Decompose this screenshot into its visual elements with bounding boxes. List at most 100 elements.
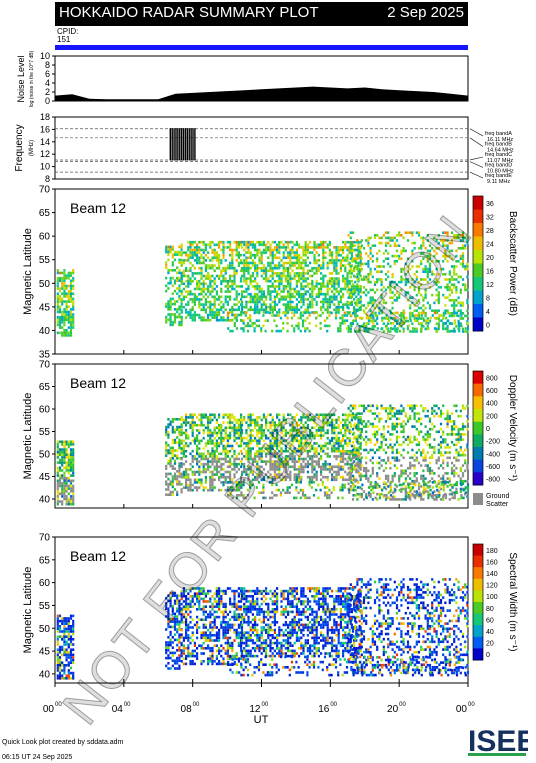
scatter-cell [200, 413, 203, 417]
scatter-cell [331, 256, 334, 260]
scatter-cell [204, 246, 207, 249]
scatter-cell [376, 407, 379, 410]
noise-ytick-label: 8 [45, 60, 50, 70]
scatter-cell [298, 468, 301, 471]
scatter-cell [173, 428, 177, 431]
scatter-cell [331, 261, 334, 265]
scatter-cell [247, 439, 250, 443]
scatter-cell [358, 247, 361, 250]
scatter-cell [306, 256, 309, 260]
scatter-cell [302, 277, 305, 280]
scatter-cell [246, 322, 250, 325]
scatter-cell [198, 455, 201, 458]
scatter-cell [300, 305, 303, 309]
scatter-cell [291, 251, 294, 254]
scatter-cell [171, 480, 174, 483]
scatter-cell [58, 287, 62, 290]
frequency-ytick-label: 12 [40, 149, 50, 159]
scatter-cell [258, 243, 261, 247]
scatter-cell [422, 296, 425, 299]
scatter-cell [460, 324, 463, 328]
scatter-cell [271, 314, 274, 317]
scatter-cell [376, 472, 379, 475]
scatter-cell [306, 449, 309, 453]
scatter-cell [446, 244, 449, 247]
scatter-cell [289, 470, 292, 474]
scatter-cell [211, 455, 214, 458]
scatter-cell [61, 326, 64, 329]
scatter-cell [389, 482, 392, 486]
scatter-cell [455, 265, 458, 268]
scatter-cell [291, 246, 294, 249]
scatter-cell [347, 247, 350, 250]
scatter-cell [189, 279, 192, 283]
scatter-cell [389, 296, 392, 299]
scatter-cell [289, 447, 292, 450]
scatter-cell [273, 426, 276, 430]
scatter-cell [69, 308, 73, 311]
scatter-cell [420, 293, 423, 297]
scatter-cell [331, 465, 334, 469]
scatter-cell [466, 239, 469, 242]
scatter-cell [69, 284, 73, 288]
scatter-cell [171, 292, 174, 295]
scatter-cell [258, 473, 261, 476]
scatter-cell [304, 329, 307, 333]
scatter-cell [309, 240, 312, 244]
scatter-cell [229, 449, 232, 453]
scatter-cell [369, 327, 372, 331]
scatter-cell [337, 431, 340, 435]
scatter-cell [233, 457, 236, 461]
scatter-cell [237, 418, 240, 422]
scatter-cell [258, 416, 261, 419]
scatter-cell [226, 465, 229, 469]
scatter-cell [333, 455, 336, 458]
scatter-cell [335, 261, 338, 265]
scatter-cell [331, 277, 334, 280]
scatter-cell [167, 250, 170, 254]
scatter-cell [358, 474, 361, 478]
scatter-cell [350, 322, 353, 325]
scatter-cell [237, 264, 240, 267]
scatter-cell [457, 319, 460, 323]
scatter-cell [222, 266, 225, 270]
scatter-cell [337, 465, 340, 469]
scatter-cell [358, 472, 361, 475]
scatter-cell [284, 447, 287, 450]
scatter-cell [218, 311, 221, 314]
scatter-cell [403, 319, 406, 322]
scatter-cell [237, 431, 240, 435]
scatter-cell [56, 492, 59, 496]
scatter-cell [247, 478, 250, 482]
scatter-cell [393, 495, 396, 499]
scatter-cell [246, 316, 250, 320]
scatter-cell [424, 477, 427, 480]
scatter-cell [237, 429, 240, 432]
scatter-cell [389, 417, 392, 421]
scatter-cell [380, 309, 383, 312]
scatter-cell [240, 449, 243, 453]
scatter-cell [258, 470, 261, 474]
scatter-cell [309, 457, 312, 461]
scatter-cell [267, 447, 270, 450]
scatter-cell [461, 247, 465, 250]
scatter-cell [400, 280, 403, 284]
scatter-cell [233, 436, 236, 440]
scatter-cell [437, 309, 440, 312]
scatter-cell [58, 310, 62, 314]
scatter-cell [231, 261, 234, 265]
scatter-cell [269, 439, 272, 443]
scatter-cell [461, 312, 465, 315]
scatter-cell [243, 272, 246, 275]
scatter-cell [428, 466, 432, 470]
scatter-cell [359, 295, 362, 299]
scatter-cell [300, 285, 303, 288]
scatter-cell [459, 288, 462, 292]
scatter-cell [191, 313, 194, 317]
scatter-cell [400, 322, 404, 325]
scatter-cell [254, 418, 257, 422]
scatter-cell [256, 272, 259, 275]
scatter-cell [322, 240, 325, 244]
scatter-cell [411, 425, 414, 428]
scatter-cell [265, 308, 268, 312]
